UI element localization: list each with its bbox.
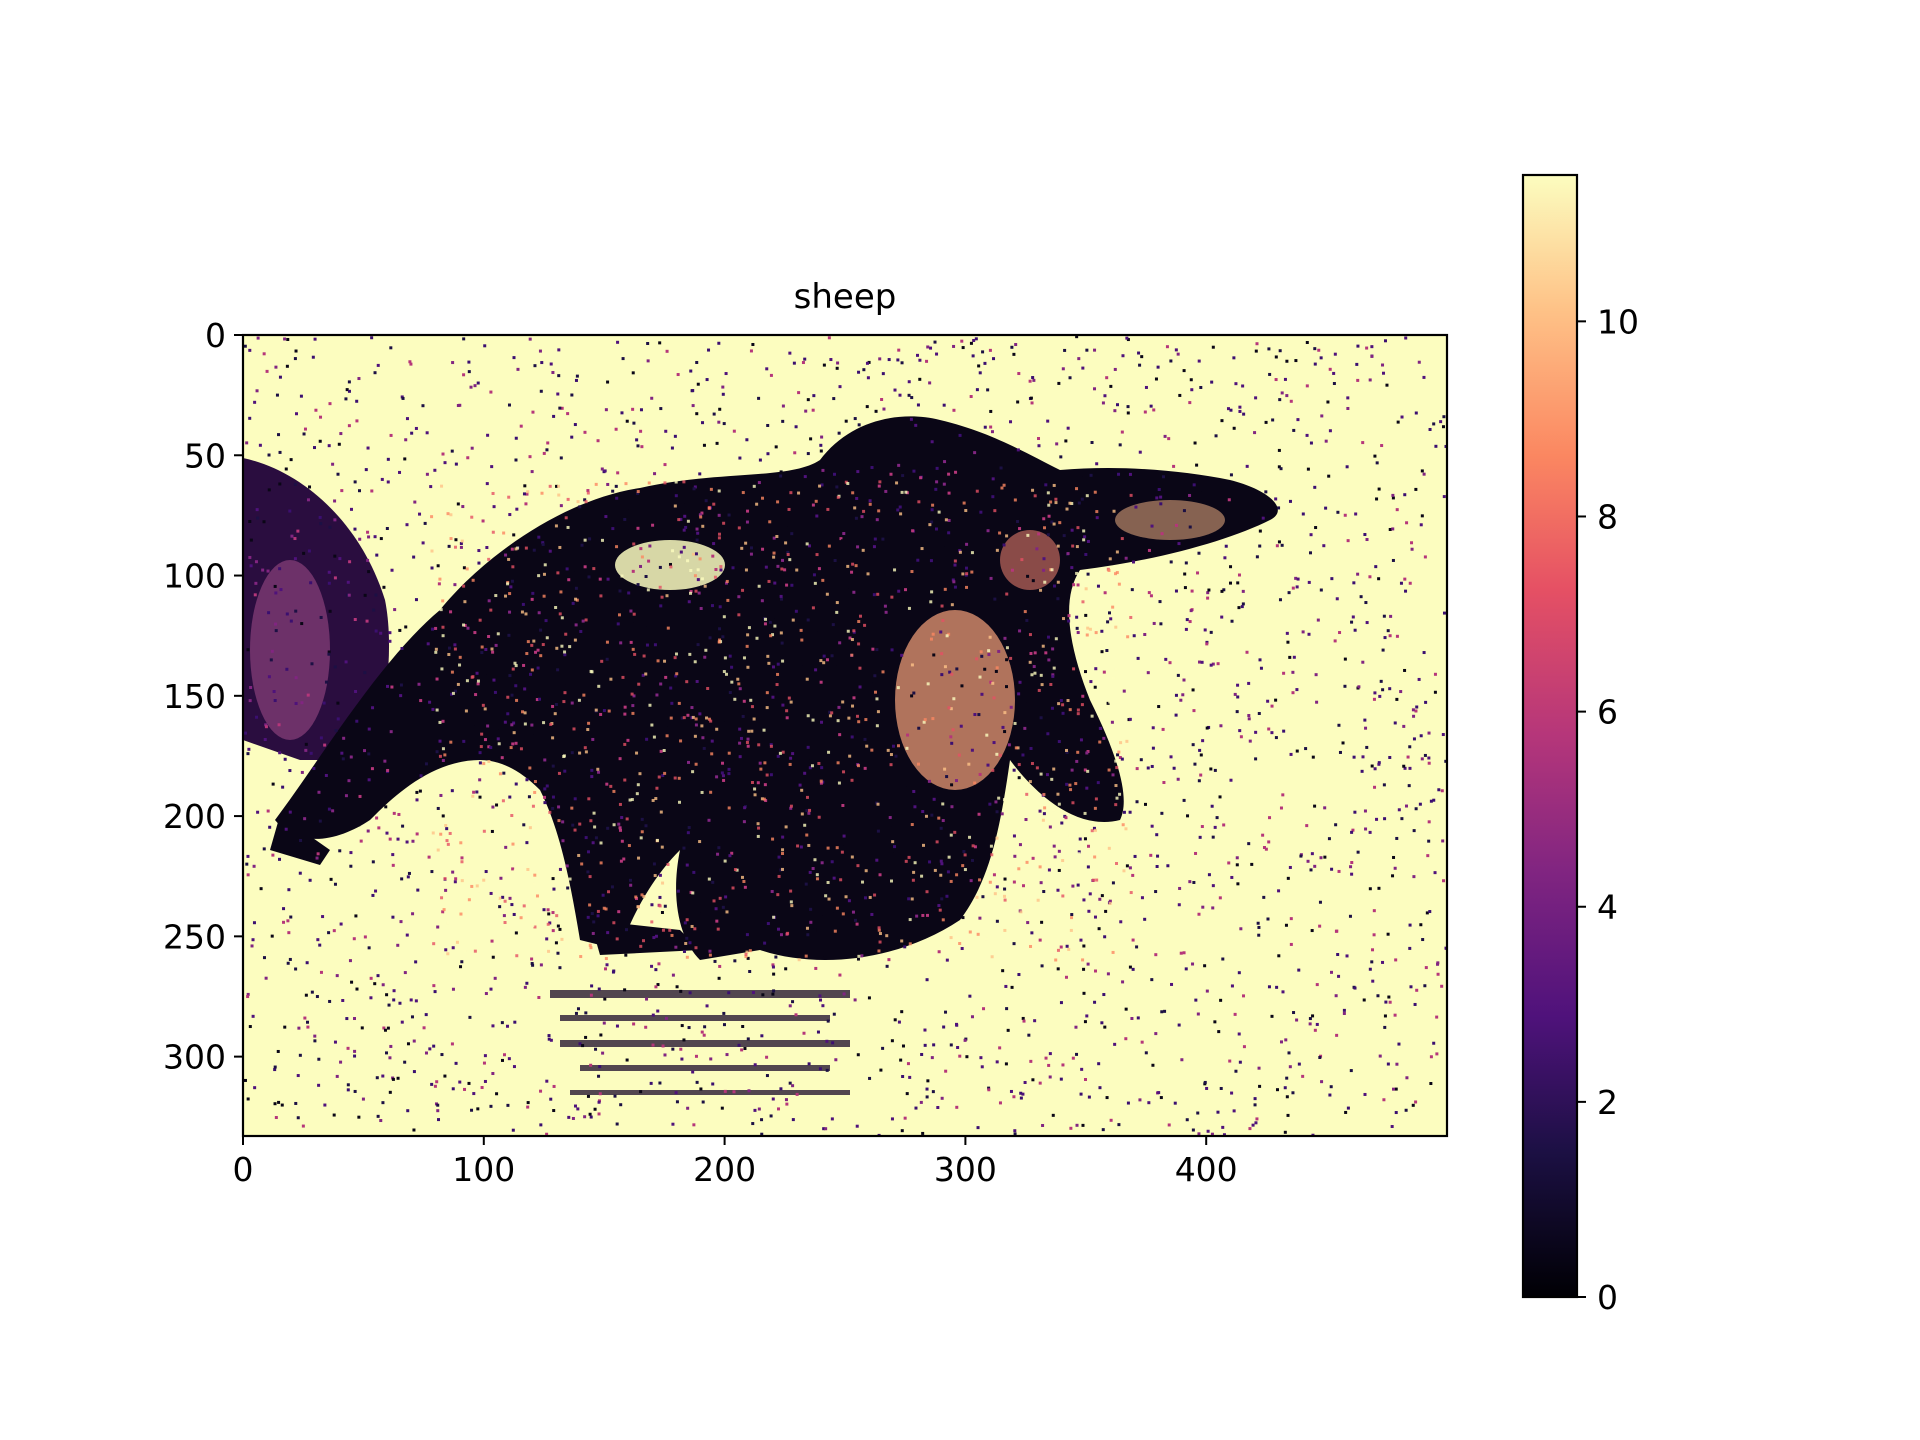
- y-tick-label: 250: [163, 917, 226, 956]
- colorbar: 0 2 4 6 8 10: [1521, 173, 1639, 1317]
- colorbar-tick-label: 10: [1597, 302, 1639, 341]
- x-tick-label: 400: [1175, 1150, 1238, 1189]
- plot-frame: [241, 333, 1449, 1138]
- x-axis: 0 100 200 300 400: [233, 1136, 1238, 1189]
- y-axis: 0 50 100 150 200 250 300: [163, 316, 243, 1077]
- colorbar-tick-label: 8: [1597, 497, 1618, 536]
- chart-title: sheep: [794, 277, 897, 317]
- x-tick-label: 0: [233, 1150, 254, 1189]
- x-tick-label: 300: [934, 1150, 997, 1189]
- colorbar-tick-label: 4: [1597, 888, 1618, 927]
- colorbar-tick-label: 0: [1597, 1278, 1618, 1317]
- y-tick-label: 0: [205, 316, 226, 355]
- colorbar-tick-label: 6: [1597, 693, 1618, 732]
- x-tick-label: 200: [693, 1150, 756, 1189]
- y-tick-label: 200: [163, 797, 226, 836]
- heatmap-image: [243, 335, 1447, 1136]
- colorbar-tick-label: 2: [1597, 1083, 1618, 1122]
- y-tick-label: 50: [184, 436, 226, 475]
- y-tick-label: 100: [163, 557, 226, 596]
- x-tick-label: 100: [452, 1150, 515, 1189]
- y-tick-label: 150: [163, 677, 226, 716]
- y-tick-label: 300: [163, 1038, 226, 1077]
- colorbar-gradient: [1523, 175, 1577, 1297]
